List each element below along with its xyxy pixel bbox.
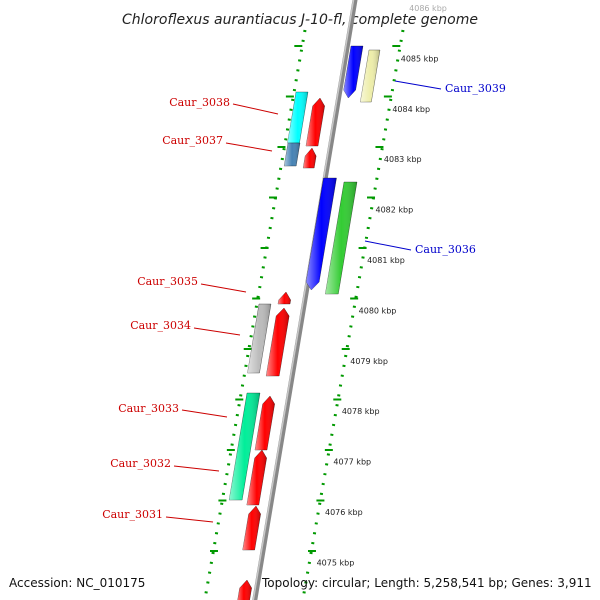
leader-line-caur-3035: [200, 283, 247, 293]
gene-caur-3033-arrow[interactable]: [254, 395, 275, 451]
gene-caur-3034-cog: [247, 303, 272, 374]
leader-line-caur-3034: [193, 327, 241, 336]
backbone-highlight: [252, 0, 355, 600]
scale-tick-label: 4079 kbp: [350, 357, 388, 366]
gene-caur-3038-cog: [287, 91, 309, 144]
gene-extra-arrow[interactable]: [236, 579, 252, 600]
gene-caur-3037-cog-shading: [284, 143, 300, 166]
gene-caur-3036-cog-shading: [325, 182, 357, 294]
gene-label-caur-3034[interactable]: Caur_3034: [130, 319, 191, 332]
gene-caur-3034-arrow-shading: [266, 308, 290, 376]
gene-caur-3037-arrow[interactable]: [302, 147, 317, 169]
gene-caur-3032-arrow-shading: [246, 450, 267, 505]
gene-label-caur-3033[interactable]: Caur_3033: [118, 402, 179, 415]
gene-extra-arrow-shading: [237, 580, 252, 600]
accession-text: Accession: NC_010175: [9, 576, 145, 590]
scale-tick-label: 4080 kbp: [359, 306, 397, 315]
gene-caur-3033-cog: [228, 392, 261, 501]
gene-caur-3039-arrow[interactable]: [343, 45, 364, 99]
leader-line-caur-3031: [165, 516, 214, 523]
scale-tick-label: 4076 kbp: [325, 508, 363, 517]
scale-ticks: 4086 kbp 4085 kbp 4084 kbp 4083 kbp 4082 kbp…: [317, 4, 447, 567]
scale-tick-label: 4081 kbp: [367, 256, 405, 265]
leader-line-caur-3037: [225, 142, 273, 152]
scale-tick-label: 4084 kbp: [392, 105, 430, 114]
gene-caur-3039-cog-shading: [360, 50, 380, 102]
gene-caur-3038-arrow-shading: [305, 98, 325, 146]
gene-caur-3037-cog: [283, 142, 301, 167]
genome-title: Chloroflexus aurantiacus J-10-fl, comple…: [122, 12, 478, 28]
gene-label-caur-3031[interactable]: Caur_3031: [102, 508, 163, 521]
gene-label-caur-3039[interactable]: Caur_3039: [445, 82, 506, 95]
gene-caur-3039-arrow-shading: [343, 46, 363, 98]
scale-tick-label: 4086 kbp: [409, 4, 447, 13]
gene-caur-3035-arrow-shading: [277, 292, 291, 304]
scale-tick-label: 4082 kbp: [375, 206, 413, 215]
gene-caur-3033-cog-shading: [229, 393, 260, 500]
gene-label-caur-3032[interactable]: Caur_3032: [110, 457, 171, 470]
gene-caur-3034-arrow[interactable]: [265, 307, 290, 377]
gene-caur-3033-arrow-shading: [254, 396, 275, 450]
gene-caur-3037-arrow-shading: [303, 148, 317, 168]
gene-labels: Caur_3039 Caur_3038 Caur_3037 Caur_3036 Caur…: [102, 80, 506, 523]
gene-label-caur-3035[interactable]: Caur_3035: [137, 275, 198, 288]
scale-tick-label: 4075 kbp: [317, 558, 355, 567]
gene-label-caur-3038[interactable]: Caur_3038: [169, 96, 230, 109]
gene-caur-3036-cog: [325, 181, 358, 295]
gene-caur-3034-cog-shading: [247, 304, 271, 373]
leader-line-caur-3036: [364, 240, 412, 251]
leader-line-caur-3039: [394, 80, 442, 90]
gene-caur-3039-cog: [360, 49, 381, 103]
gene-label-caur-3037[interactable]: Caur_3037: [162, 134, 223, 147]
gene-caur-3031-arrow-shading: [242, 506, 261, 550]
dotted-tracks: [203, 29, 405, 600]
leader-line-caur-3032: [173, 465, 220, 472]
gene-caur-3035-arrow[interactable]: [277, 291, 291, 305]
scale-tick-label: 4085 kbp: [401, 54, 439, 63]
leader-line-caur-3033: [181, 409, 228, 418]
leader-line-caur-3038: [232, 103, 279, 115]
scale-tick-label: 4077 kbp: [333, 458, 371, 467]
scale-tick-label: 4078 kbp: [342, 407, 380, 416]
topology-text: Topology: circular; Length: 5,258,541 bp…: [261, 576, 592, 590]
gene-caur-3038-arrow[interactable]: [305, 97, 325, 147]
genome-backbone: [252, 0, 358, 600]
gene-caur-3038-cog-shading: [287, 92, 308, 143]
gene-label-caur-3036[interactable]: Caur_3036: [415, 243, 476, 256]
scale-tick-label: 4083 kbp: [384, 155, 422, 164]
gene-caur-3036-arrow-shading: [306, 178, 337, 290]
gene-caur-3031-arrow[interactable]: [242, 505, 261, 551]
backbone-line: [252, 0, 358, 600]
gene-features: [228, 45, 381, 600]
gene-caur-3032-arrow[interactable]: [246, 449, 267, 506]
gene-caur-3036-arrow[interactable]: [305, 177, 337, 291]
